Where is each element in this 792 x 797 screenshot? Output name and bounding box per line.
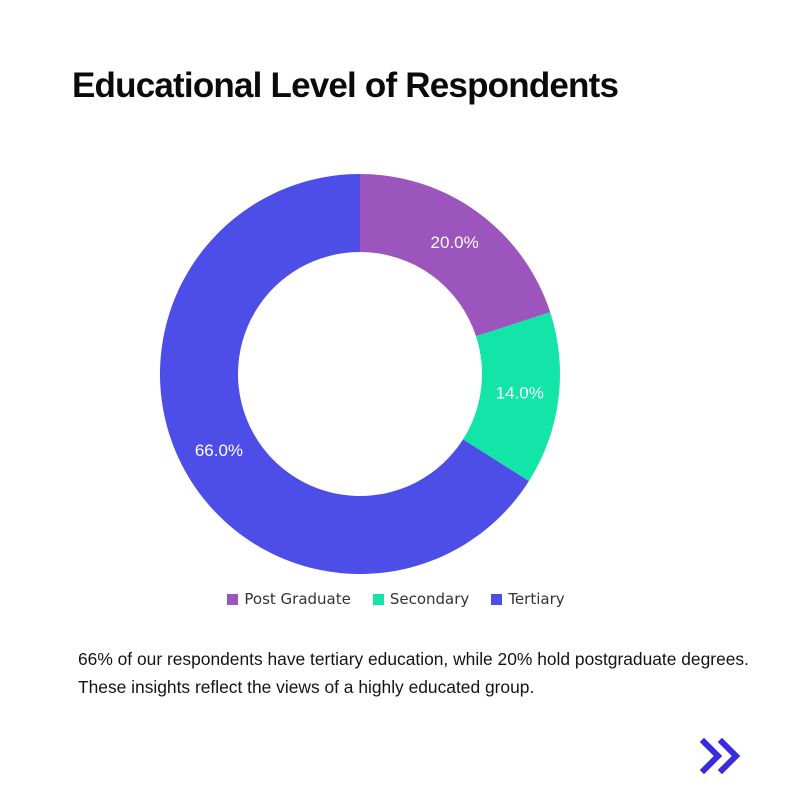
slice-post-graduate: [360, 174, 551, 337]
legend-label-post-graduate: Post Graduate: [244, 590, 351, 608]
slice-label-post-graduate: 20.0%: [431, 233, 479, 252]
legend-label-tertiary: Tertiary: [508, 590, 565, 608]
double-chevron-right-icon[interactable]: [700, 738, 750, 774]
legend-swatch-post-graduate: [227, 593, 239, 605]
legend-swatch-secondary: [372, 593, 384, 605]
slice-secondary: [463, 312, 560, 482]
chart-legend: Post Graduate Secondary Tertiary: [0, 590, 792, 608]
legend-swatch-tertiary: [491, 593, 503, 605]
legend-label-secondary: Secondary: [389, 590, 470, 608]
slice-label-tertiary: 66.0%: [195, 441, 243, 460]
slice-tertiary: [159, 173, 529, 574]
legend-item-tertiary: Tertiary: [491, 590, 565, 608]
legend-item-secondary: Secondary: [372, 590, 470, 608]
page-title: Educational Level of Respondents: [72, 66, 619, 105]
slice-label-secondary: 14.0%: [496, 384, 544, 403]
chart-caption: 66% of our respondents have tertiary edu…: [78, 649, 749, 697]
legend-item-post-graduate: Post Graduate: [227, 590, 351, 608]
